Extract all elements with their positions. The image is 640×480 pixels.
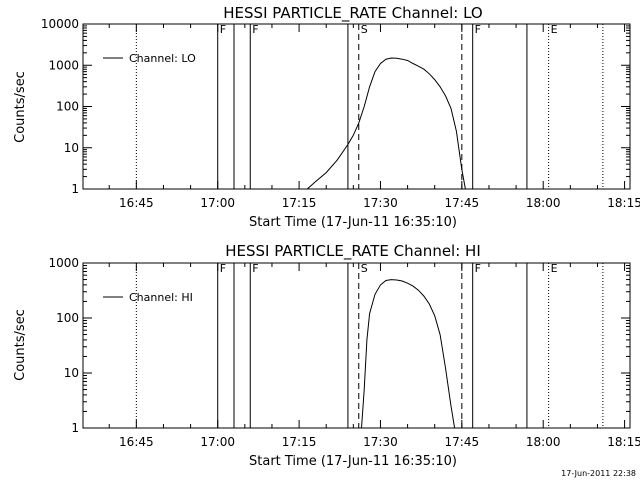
hi-event-flag: F	[220, 262, 226, 275]
panel-hi-x-axis-label: Start Time (17-Jun-11 16:35:10)	[249, 454, 457, 469]
lo-y-tick-label: 100	[56, 100, 79, 114]
panel-lo-x-axis-label: Start Time (17-Jun-11 16:35:10)	[249, 215, 457, 230]
panel-lo-data	[306, 57, 466, 190]
lo-series-line	[306, 57, 466, 190]
hi-event-flag: F	[475, 262, 481, 275]
panel-lo-title: HESSI PARTICLE_RATE Channel: LO	[223, 4, 482, 23]
panel-hi-legend-label: Channel: HI	[129, 291, 193, 304]
lo-event-flag: E	[551, 23, 558, 36]
lo-x-tick-label: 17:30	[363, 196, 398, 210]
panel-hi-data	[361, 279, 456, 429]
lo-event-flag: S	[361, 23, 368, 36]
hi-y-tick-label: 1	[71, 421, 79, 435]
lo-x-tick-label: 16:45	[119, 196, 154, 210]
lo-y-tick-label: 1000	[48, 58, 79, 72]
hi-series-line	[361, 279, 456, 429]
panel-lo-y-axis-label: Counts/sec	[13, 71, 28, 143]
panel-hi-title: HESSI PARTICLE_RATE Channel: HI	[225, 242, 481, 261]
lo-y-tick-label: 1	[71, 182, 79, 196]
panel-hi-ticks: 16:45 17:00 17:15 17:30 17:45 18:00 18:15 1 10 10…	[48, 256, 640, 449]
hi-x-tick-label: 17:45	[445, 435, 480, 449]
panel-lo: HESSI PARTICLE_RATE Channel: LO F F S F E 16…	[13, 4, 640, 230]
lo-y-tick-label: 10	[64, 141, 79, 155]
hi-x-tick-label: 18:00	[526, 435, 561, 449]
hi-x-tick-label: 16:45	[119, 435, 154, 449]
lo-event-flag: F	[252, 23, 258, 36]
lo-x-tick-label: 18:15	[607, 196, 640, 210]
plot-timestamp: 17-Jun-2011 22:38	[561, 469, 636, 478]
hi-event-flag: E	[551, 262, 558, 275]
panel-lo-ticks: 16:45 17:00 17:15 17:30 17:45 18:00 18:15 1 10 10…	[41, 17, 640, 210]
hi-y-tick-label: 10	[64, 366, 79, 380]
hi-x-tick-label: 18:15	[607, 435, 640, 449]
lo-event-flag: F	[475, 23, 481, 36]
hi-x-tick-label: 17:30	[363, 435, 398, 449]
lo-x-tick-label: 18:00	[526, 196, 561, 210]
panel-lo-legend-label: Channel: LO	[129, 52, 196, 65]
lo-y-tick-label: 10000	[41, 17, 79, 31]
hi-x-tick-label: 17:15	[282, 435, 317, 449]
hi-event-flag: S	[361, 262, 368, 275]
panel-hi-y-axis-label: Counts/sec	[13, 309, 28, 381]
hi-x-tick-label: 17:00	[200, 435, 235, 449]
lo-x-tick-label: 17:00	[200, 196, 235, 210]
hi-event-flag: F	[252, 262, 258, 275]
panel-hi: HESSI PARTICLE_RATE Channel: HI F F S F E 16…	[13, 242, 640, 469]
lo-x-tick-label: 17:15	[282, 196, 317, 210]
hi-y-tick-label: 1000	[48, 256, 79, 270]
hi-y-tick-label: 100	[56, 311, 79, 325]
panel-hi-axes-box	[82, 262, 631, 429]
lo-event-flag: F	[220, 23, 226, 36]
lo-x-tick-label: 17:45	[445, 196, 480, 210]
